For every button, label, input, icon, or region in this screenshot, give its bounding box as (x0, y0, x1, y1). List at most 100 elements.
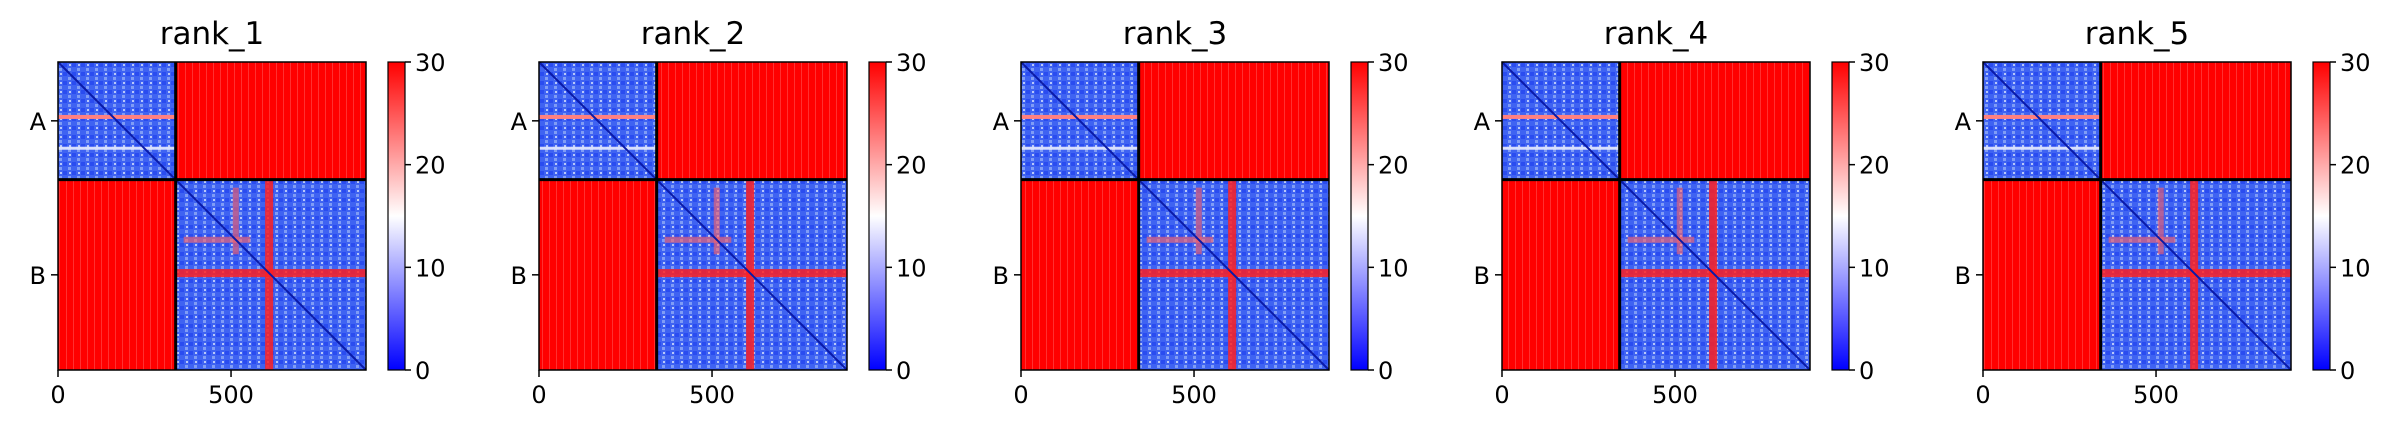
ytick-label: B (511, 262, 527, 290)
subplot-title: rank_2 (641, 16, 746, 52)
colorbar-tick-label: 0 (415, 357, 430, 385)
heatmap-block-B-A (1983, 179, 2101, 370)
heatmap-diagonal (1501, 61, 1621, 181)
heatmap-streak (539, 114, 657, 119)
colorbar-tick-label: 20 (896, 152, 927, 180)
heatmap-band-minor (1676, 187, 1683, 255)
heatmap-band-minor (1627, 236, 1695, 243)
heatmap-streak (1502, 114, 1620, 119)
xtick-label: 0 (531, 381, 546, 409)
xtick-label: 500 (689, 381, 735, 409)
xtick-label: 0 (50, 381, 65, 409)
colorbar (387, 61, 406, 371)
colorbar (868, 61, 887, 371)
heatmap-streak (58, 146, 176, 150)
heatmap-block-A-B (1138, 62, 1329, 180)
heatmap-diagonal (655, 178, 848, 371)
colorbar-tick-label: 0 (1859, 357, 1874, 385)
xtick-label: 500 (1652, 381, 1698, 409)
ytick-label: B (993, 262, 1009, 290)
colorbar-tick-label: 0 (1378, 357, 1393, 385)
heatmap-band-vertical (265, 179, 274, 370)
heatmap-block-A-B (656, 62, 847, 180)
colorbar-tick-label: 0 (2340, 357, 2355, 385)
colorbar-tick-label: 20 (2340, 152, 2371, 180)
ytick-label: A (1955, 108, 1972, 136)
colorbar-tick-label: 30 (2340, 49, 2371, 77)
heatmap-block-A-B (175, 62, 366, 180)
ytick-label: A (1474, 108, 1491, 136)
subplot-title: rank_5 (2085, 16, 2190, 52)
colorbar-tick-label: 30 (1859, 49, 1890, 77)
heatmap-diagonal (538, 61, 658, 181)
heatmap-streak (1983, 146, 2101, 150)
colorbar (1831, 61, 1850, 371)
colorbar-tick-label: 30 (1378, 49, 1409, 77)
colorbar-tick-label: 10 (896, 254, 927, 282)
colorbar-tick-label: 30 (896, 49, 927, 77)
heatmap-band-minor (664, 236, 732, 243)
ytick-label: B (1474, 262, 1490, 290)
axes-frame (538, 61, 848, 371)
ytick-label: A (30, 108, 47, 136)
heatmap-streak (539, 146, 657, 150)
xtick-label: 0 (1494, 381, 1509, 409)
heatmap-band-minor (2108, 236, 2176, 243)
heatmap-block-A-B (2100, 62, 2291, 180)
colorbar-tick-label: 20 (1859, 152, 1890, 180)
subplot-title: rank_3 (1123, 16, 1228, 52)
heatmap-band-minor (183, 236, 251, 243)
colorbar-tick-label: 10 (2340, 254, 2371, 282)
heatmap-block-A-B (1619, 62, 1810, 180)
colorbar-tick-label: 20 (1378, 152, 1409, 180)
heatmap-diagonal (174, 178, 367, 371)
heatmap-diagonal (57, 61, 177, 181)
colorbar-tick-label: 10 (1859, 254, 1890, 282)
axes-frame (1982, 61, 2292, 371)
heatmap-band-minor (232, 187, 239, 255)
heatmap-block-B-A (539, 179, 657, 370)
subplot-rank_1: rank_1 A B 0 500 0 10 20 30 (30, 16, 446, 409)
heatmap-streak (58, 114, 176, 119)
ytick-label: B (30, 262, 46, 290)
ytick-label: A (511, 108, 528, 136)
heatmap-block-B-A (1021, 179, 1139, 370)
colorbar-tick-label: 10 (415, 254, 446, 282)
heatmap-streak (1502, 146, 1620, 150)
heatmap-band-vertical (1709, 179, 1718, 370)
heatmap-diagonal (1137, 178, 1330, 371)
axes-frame (1501, 61, 1811, 371)
axes-frame (1020, 61, 1330, 371)
xtick-label: 0 (1013, 381, 1028, 409)
colorbar-tick-label: 0 (896, 357, 911, 385)
colorbar-tick-label: 10 (1378, 254, 1409, 282)
subplot-rank_2: rank_2 A B 0 500 0 10 20 30 (511, 16, 927, 409)
subplot-title: rank_1 (160, 16, 265, 52)
colorbar (2312, 61, 2331, 371)
colorbar (1350, 61, 1369, 371)
heatmap-band-minor (713, 187, 720, 255)
colorbar-tick-label: 20 (415, 152, 446, 180)
heatmap-streak (1983, 114, 2101, 119)
heatmap-diagonal (1020, 61, 1140, 181)
subplot-title: rank_4 (1604, 16, 1709, 52)
subplot-rank_5: rank_5 A B 0 500 0 10 20 30 (1955, 16, 2371, 409)
subplot-rank_4: rank_4 A B 0 500 0 10 20 30 (1474, 16, 1890, 409)
xtick-label: 0 (1975, 381, 1990, 409)
subplot-rank_3: rank_3 A B 0 500 0 10 20 30 (993, 16, 1409, 409)
heatmap-diagonal (1618, 178, 1811, 371)
heatmap-block-B-A (58, 179, 176, 370)
ytick-label: B (1955, 262, 1971, 290)
heatmap-band-vertical (2190, 179, 2199, 370)
heatmap-diagonal (1982, 61, 2102, 181)
heatmap-band-vertical (1228, 179, 1237, 370)
heatmap-block-B-A (1502, 179, 1620, 370)
xtick-label: 500 (2133, 381, 2179, 409)
heatmap-streak (1021, 114, 1139, 119)
axes-frame (57, 61, 367, 371)
heatmap-band-minor (1195, 187, 1202, 255)
xtick-label: 500 (1171, 381, 1217, 409)
heatmap-band-minor (2157, 187, 2164, 255)
xtick-label: 500 (208, 381, 254, 409)
